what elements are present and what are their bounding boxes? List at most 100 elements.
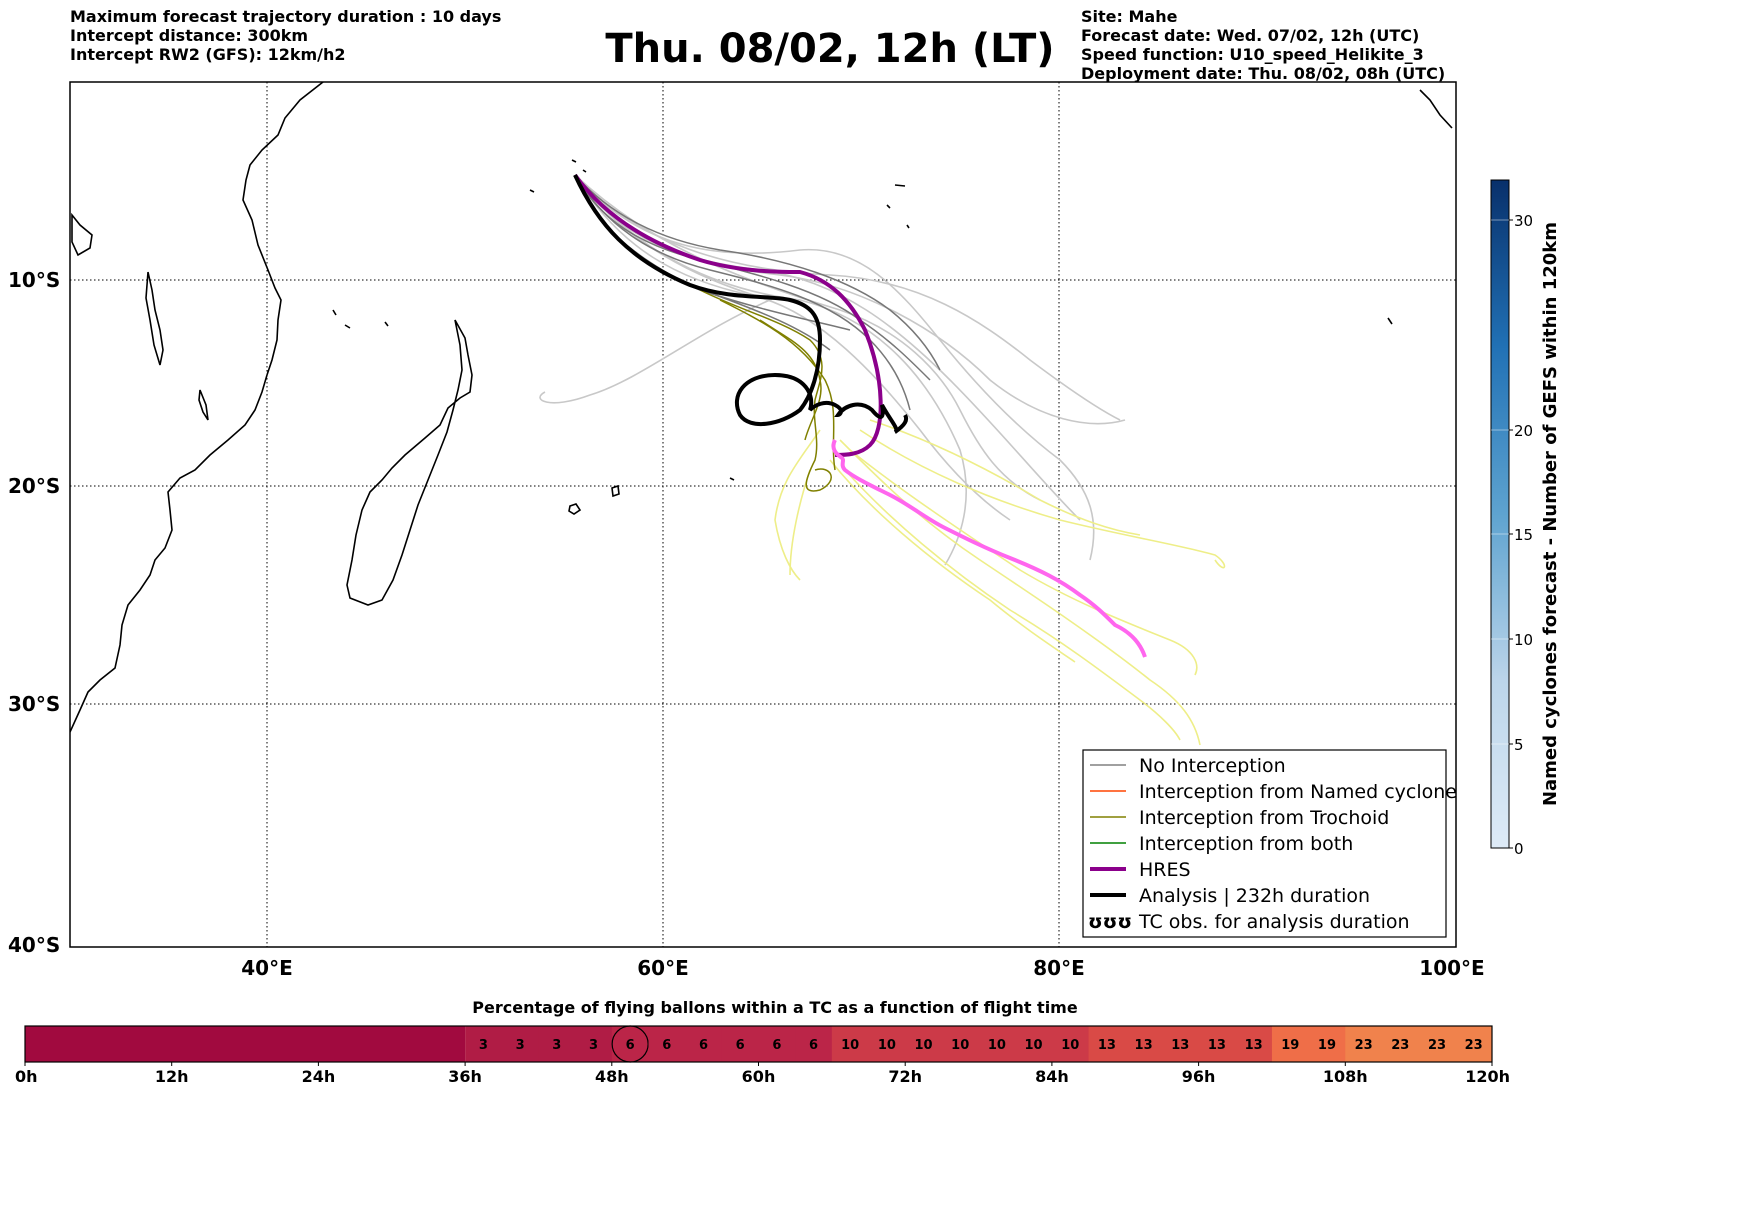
colorbar-bands <box>1491 219 1509 745</box>
bar-segment <box>1125 1026 1163 1062</box>
bar-segment <box>1198 1026 1236 1062</box>
chagos-islands <box>886 184 910 229</box>
bar-segment <box>905 1026 943 1062</box>
bar-tick-label: 96h <box>1182 1067 1216 1086</box>
yellow-trajectory <box>844 469 1181 741</box>
bar-segment-value: 13 <box>1135 1038 1153 1053</box>
light-trajectory <box>574 174 1011 521</box>
bar-segment-value: 3 <box>589 1038 598 1053</box>
bar-segment-value: 13 <box>1208 1038 1226 1053</box>
colorbar-tick: 15 <box>1514 526 1533 544</box>
bar-segment <box>1418 1026 1456 1062</box>
colorbar-label: Named cyclones forecast - Number of GEFS… <box>1540 222 1561 806</box>
yellow-trajectory <box>829 459 1076 663</box>
bar-segment-value: 6 <box>626 1038 635 1053</box>
bar-segment <box>831 1026 870 1062</box>
bar-segment <box>1088 1026 1126 1062</box>
legend-label-trochoid: Interception from Trochoid <box>1139 807 1389 829</box>
lat-label-20s: 20°S <box>8 474 60 498</box>
bar-segment-value: 6 <box>699 1038 708 1053</box>
madagascar-coastline <box>346 319 473 606</box>
bar-segment-value: 6 <box>809 1038 818 1053</box>
dark-trajectory <box>574 174 931 381</box>
bar-segment-value: 13 <box>1098 1038 1116 1053</box>
colorbar-tick: 5 <box>1514 736 1524 754</box>
bar-segment-value: 19 <box>1281 1038 1299 1053</box>
legend: No Interception Interception from Named … <box>1082 749 1457 938</box>
dark-trajectory <box>574 174 911 411</box>
coastlines <box>70 82 1453 733</box>
legend-label-both: Interception from both <box>1139 833 1353 855</box>
bar-segment-value: 6 <box>662 1038 671 1053</box>
legend-label-named-cyclone: Interception from Named cyclone <box>1139 781 1457 803</box>
legend-label-no-interception: No Interception <box>1139 755 1286 777</box>
bar-tick-label: 24h <box>302 1067 336 1086</box>
bar-segment <box>648 1026 686 1062</box>
forecast-date-text: Forecast date: Wed. 07/02, 12h (UTC) <box>1081 26 1420 45</box>
bar-segment <box>1051 1026 1090 1062</box>
bottom-percentage-bar: 3 3 3 3 6 6 6 6 6 6 10 10 10 10 10 10 10 13 13 13 13 13 19 19 23… <box>24 1025 1493 1063</box>
northeast-islands <box>1387 89 1453 325</box>
hres-trajectory <box>573 173 883 457</box>
bar-segment <box>575 1026 613 1062</box>
bar-segment <box>758 1026 796 1062</box>
lake-victoria <box>71 212 93 257</box>
colorbar-tick: 20 <box>1514 422 1533 440</box>
bar-tick-label: 60h <box>742 1067 776 1086</box>
colorbar-tick: 0 <box>1514 840 1524 858</box>
lon-label-60e: 60°E <box>637 956 689 980</box>
bottom-bar-ticks: 0h 12h 24h 36h 48h 60h 72h 84h 96h 108h 120h <box>15 1062 1510 1086</box>
legend-label-hres: HRES <box>1139 859 1191 881</box>
trajectory-duration-text: Maximum forecast trajectory duration : 1… <box>70 7 502 26</box>
bar-segment <box>1161 1026 1200 1062</box>
lon-label-80e: 80°E <box>1033 956 1085 980</box>
bar-segment <box>795 1026 833 1062</box>
bar-segment-value: 23 <box>1391 1038 1409 1053</box>
intercept-distance-text: Intercept distance: 300km <box>70 26 309 45</box>
bar-segment-value: 6 <box>772 1038 781 1053</box>
bar-segment-value: 3 <box>552 1038 561 1053</box>
bar-segment-value: 19 <box>1318 1038 1336 1053</box>
lake-malawi <box>198 389 209 421</box>
trochoid-trajectory <box>759 319 822 441</box>
light-trajectory <box>574 174 1121 421</box>
colorbar-tick: 10 <box>1514 631 1533 649</box>
dark-trajectory <box>574 174 941 371</box>
speed-function-text: Speed function: U10_speed_Helikite_3 <box>1081 45 1424 64</box>
mauritius-coastline <box>568 503 582 515</box>
rodrigues-island <box>729 477 735 481</box>
seychelles-islands <box>529 159 587 193</box>
ensemble-light-trajectories <box>539 174 1126 566</box>
bar-segment <box>501 1026 539 1062</box>
bar-segment <box>538 1026 576 1062</box>
yellow-trajectory <box>839 439 1201 746</box>
bar-tick-label: 12h <box>155 1067 189 1086</box>
bar-segment-value: 10 <box>951 1038 969 1053</box>
bar-segment <box>978 1026 1016 1062</box>
bar-segment-value: 3 <box>516 1038 525 1053</box>
bar-segment-value: 6 <box>736 1038 745 1053</box>
bar-tick-label: 108h <box>1323 1067 1368 1086</box>
lat-label-10s: 10°S <box>8 268 60 292</box>
bar-empty-segment <box>25 1026 466 1062</box>
tc-observed-track <box>831 439 1147 658</box>
yellow-trajectory <box>869 419 1141 536</box>
bar-tick-label: 120h <box>1465 1067 1510 1086</box>
bar-segment-value: 13 <box>1171 1038 1189 1053</box>
comoros-islands <box>332 309 389 329</box>
bar-segment <box>1271 1026 1310 1062</box>
colorbar-tick: 30 <box>1514 212 1533 230</box>
bar-segment-value: 10 <box>841 1038 859 1053</box>
legend-box <box>1082 749 1447 938</box>
bar-segment-value: 10 <box>914 1038 932 1053</box>
colorbar: 0 5 10 15 20 30 Named cyclones forecast … <box>1490 179 1561 858</box>
ensemble-yellow-trajectories <box>774 419 1226 746</box>
bar-segment <box>1308 1026 1346 1062</box>
bar-segment <box>941 1026 980 1062</box>
bar-tick-label: 48h <box>595 1067 629 1086</box>
bottom-bar-title: Percentage of flying ballons within a TC… <box>472 998 1078 1017</box>
bar-tick-label: 72h <box>888 1067 922 1086</box>
bar-segment-value: 10 <box>878 1038 896 1053</box>
bar-segment-value: 13 <box>1245 1038 1263 1053</box>
bar-segment <box>1381 1026 1420 1062</box>
